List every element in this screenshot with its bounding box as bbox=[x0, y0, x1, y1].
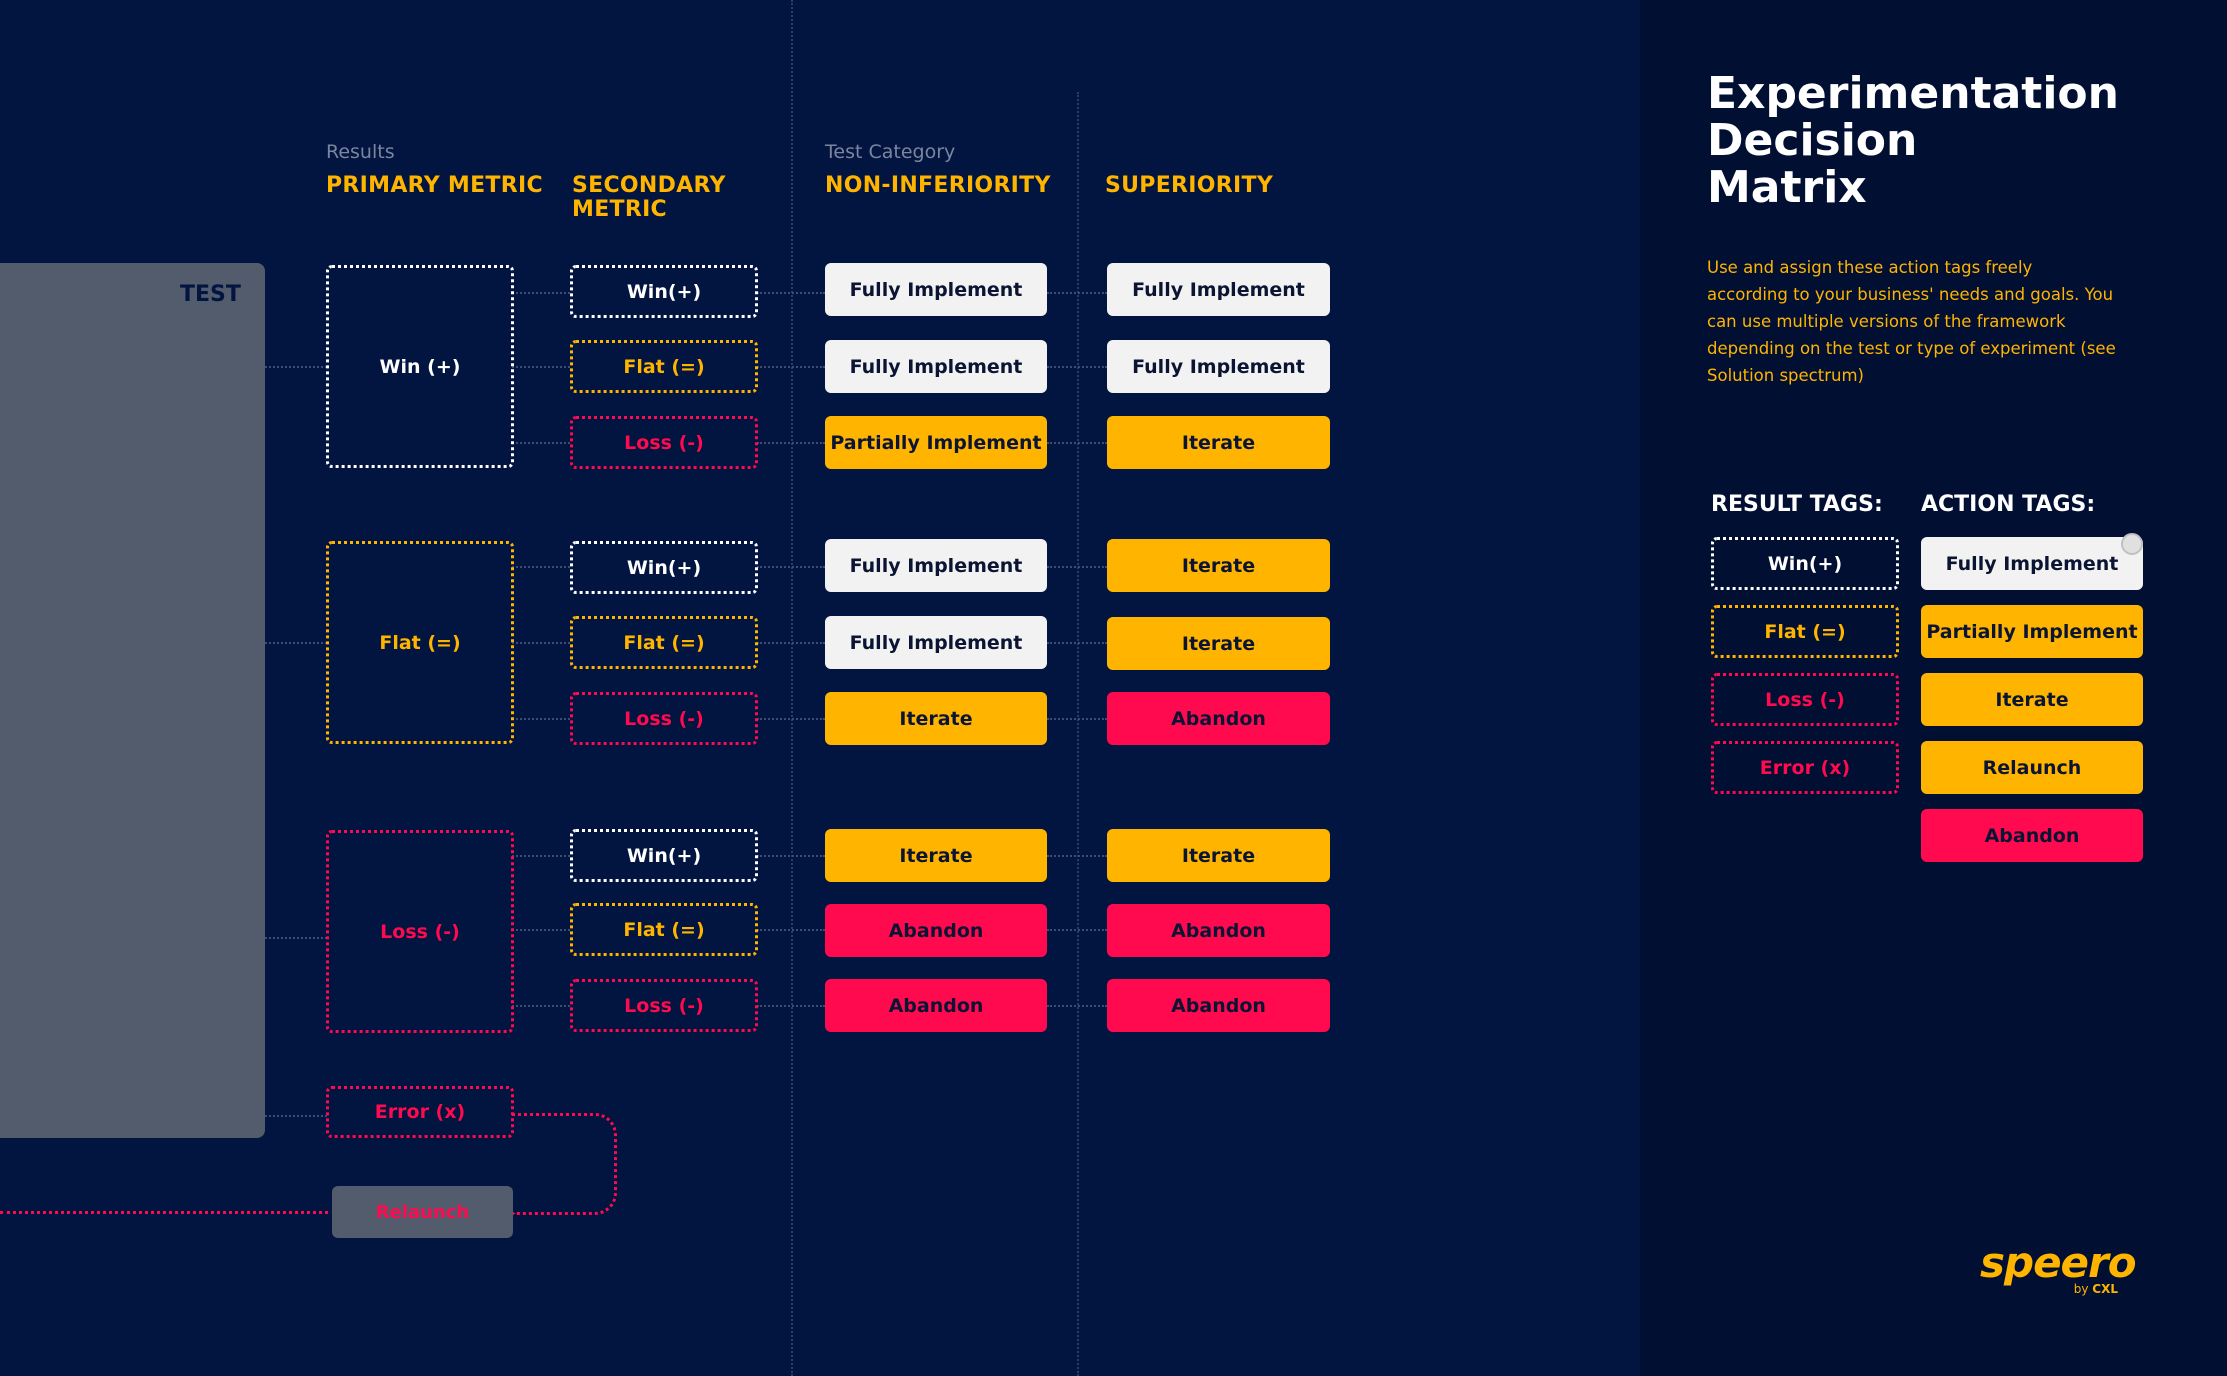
test-category-label: Test Category bbox=[825, 141, 956, 163]
column-divider bbox=[1077, 92, 1079, 1376]
description-text: Use and assign these action tags freely … bbox=[1707, 258, 2116, 385]
connector-line bbox=[757, 1005, 825, 1007]
resize-handle-icon[interactable] bbox=[2121, 533, 2143, 555]
connector-line bbox=[757, 929, 825, 931]
secondary-metric-header-line: SECONDARY bbox=[572, 173, 726, 198]
connector-line bbox=[757, 642, 825, 644]
legend-iterate: Iterate bbox=[1921, 673, 2143, 726]
action-fully-implement: Fully Implement bbox=[825, 539, 1047, 592]
action-fully-implement: Fully Implement bbox=[825, 340, 1047, 393]
secondary-win-tag: Win(+) bbox=[570, 541, 758, 594]
secondary-flat-tag: Flat (=) bbox=[570, 616, 758, 669]
connector-line bbox=[1047, 566, 1107, 568]
connector-line bbox=[1047, 1005, 1107, 1007]
page-title-line: Matrix bbox=[1707, 162, 1867, 213]
action-fully-implement: Fully Implement bbox=[825, 616, 1047, 669]
action-abandon: Abandon bbox=[1107, 904, 1330, 957]
action-fully-implement: Fully Implement bbox=[1107, 340, 1330, 393]
relaunch-loop-wire bbox=[512, 1113, 617, 1215]
action-partially-implement: Partially Implement bbox=[825, 416, 1047, 469]
connector-line bbox=[512, 1005, 570, 1007]
connector-line bbox=[757, 855, 825, 857]
secondary-flat-tag: Flat (=) bbox=[570, 903, 758, 956]
connector-line bbox=[512, 855, 570, 857]
legend-error-tag: Error (x) bbox=[1711, 741, 1899, 794]
legend-relaunch: Relaunch bbox=[1921, 741, 2143, 794]
action-abandon: Abandon bbox=[825, 979, 1047, 1032]
logo-by: by bbox=[2073, 1282, 2089, 1296]
logo-byline: by CXL bbox=[2074, 1282, 2118, 1296]
action-tags-header: ACTION TAGS: bbox=[1921, 492, 2096, 517]
connector-line bbox=[757, 718, 825, 720]
action-iterate: Iterate bbox=[825, 829, 1047, 882]
superiority-header: SUPERIORITY bbox=[1105, 173, 1274, 198]
connector-line bbox=[757, 292, 825, 294]
connector-line bbox=[757, 366, 825, 368]
result-tags-header: RESULT TAGS: bbox=[1711, 492, 1883, 517]
relaunch-button: Relaunch bbox=[332, 1186, 513, 1238]
action-iterate: Iterate bbox=[1107, 416, 1330, 469]
primary-loss-tag: Loss (-) bbox=[326, 830, 514, 1033]
connector-line bbox=[1047, 718, 1107, 720]
connector-line bbox=[1047, 292, 1107, 294]
primary-flat-tag: Flat (=) bbox=[326, 541, 514, 744]
legend-loss-tag: Loss (-) bbox=[1711, 673, 1899, 726]
connector-line bbox=[265, 937, 327, 939]
legend-win-tag: Win(+) bbox=[1711, 537, 1899, 590]
action-fully-implement: Fully Implement bbox=[1107, 263, 1330, 316]
connector-line bbox=[1047, 929, 1107, 931]
connector-line bbox=[512, 366, 570, 368]
primary-error-tag: Error (x) bbox=[326, 1086, 514, 1138]
connector-line bbox=[265, 1115, 327, 1117]
secondary-win-tag: Win(+) bbox=[570, 265, 758, 318]
connector-line bbox=[512, 442, 570, 444]
action-iterate: Iterate bbox=[825, 692, 1047, 745]
connector-line bbox=[512, 292, 570, 294]
action-iterate: Iterate bbox=[1107, 829, 1330, 882]
action-abandon: Abandon bbox=[1107, 979, 1330, 1032]
action-iterate: Iterate bbox=[1107, 617, 1330, 670]
speero-logo: speero by CXL bbox=[1980, 1238, 2137, 1308]
secondary-metric-header: SECONDARY METRIC bbox=[572, 174, 726, 222]
action-abandon: Abandon bbox=[1107, 692, 1330, 745]
legend-flat-tag: Flat (=) bbox=[1711, 605, 1899, 658]
logo-brand: CXL bbox=[2092, 1282, 2118, 1296]
secondary-loss-tag: Loss (-) bbox=[570, 979, 758, 1032]
page-title: Experimentation Decision Matrix bbox=[1707, 70, 2127, 211]
legend-partially-implement: Partially Implement bbox=[1921, 605, 2143, 658]
test-label: TEST bbox=[180, 282, 241, 307]
legend-fully-implement: Fully Implement bbox=[1921, 537, 2143, 590]
connector-line bbox=[1047, 442, 1107, 444]
connector-line bbox=[265, 642, 327, 644]
page-title-line: Decision bbox=[1707, 115, 1918, 166]
connector-line bbox=[1047, 855, 1107, 857]
test-panel bbox=[0, 263, 265, 1138]
secondary-flat-tag: Flat (=) bbox=[570, 340, 758, 393]
primary-win-tag: Win (+) bbox=[326, 265, 514, 468]
legend-abandon: Abandon bbox=[1921, 809, 2143, 862]
action-fully-implement: Fully Implement bbox=[825, 263, 1047, 316]
logo-wordmark: speero bbox=[1980, 1238, 2137, 1287]
connector-line bbox=[1047, 642, 1107, 644]
connector-line bbox=[512, 718, 570, 720]
action-abandon: Abandon bbox=[825, 904, 1047, 957]
non-inferiority-header: NON-INFERIORITY bbox=[825, 173, 1051, 198]
connector-line bbox=[757, 566, 825, 568]
connector-line bbox=[512, 642, 570, 644]
connector-line bbox=[1047, 366, 1107, 368]
secondary-metric-header-line: METRIC bbox=[572, 197, 667, 222]
primary-metric-header: PRIMARY METRIC bbox=[326, 173, 543, 198]
secondary-loss-tag: Loss (-) bbox=[570, 692, 758, 745]
connector-line bbox=[512, 566, 570, 568]
secondary-win-tag: Win(+) bbox=[570, 829, 758, 882]
connector-line bbox=[265, 366, 327, 368]
relaunch-return-wire bbox=[0, 1211, 335, 1214]
column-divider bbox=[791, 0, 793, 1376]
connector-line bbox=[757, 442, 825, 444]
action-iterate: Iterate bbox=[1107, 539, 1330, 592]
secondary-loss-tag: Loss (-) bbox=[570, 416, 758, 469]
connector-line bbox=[512, 929, 570, 931]
results-label: Results bbox=[326, 141, 395, 163]
page-title-line: Experimentation bbox=[1707, 68, 2119, 119]
